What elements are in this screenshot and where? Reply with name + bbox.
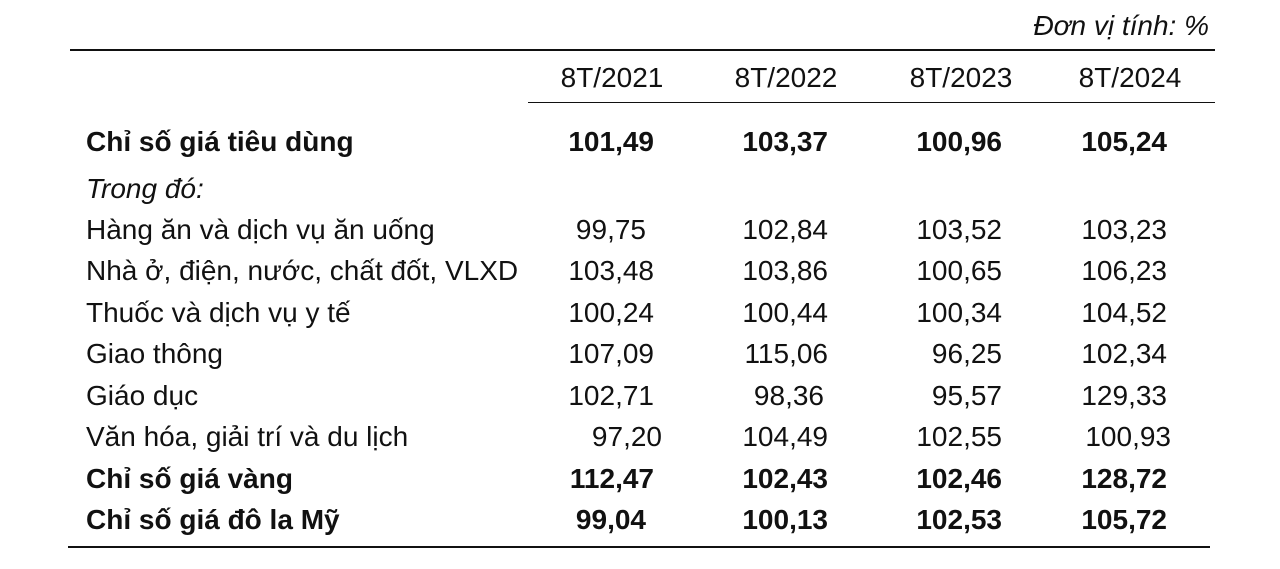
cell-8t2021: 99,75 (575, 214, 646, 245)
cell-8t2022: 104,49 (742, 421, 828, 452)
row-label: Chỉ số giá đô la Mỹ (86, 504, 340, 535)
cell-8t2023: 96,25 (931, 338, 1002, 369)
cell-8t2023: 100,34 (916, 297, 1002, 328)
column-header-8t2023: 8T/2023 (909, 62, 1013, 93)
cell-8t2022: 100,44 (742, 297, 828, 328)
cell-8t2021: 102,71 (568, 380, 654, 411)
cell-8t2022: 102,43 (742, 463, 828, 494)
cell-8t2023: 102,53 (916, 504, 1002, 535)
cell-8t2024: 103,23 (1081, 214, 1167, 245)
table-row-food: Hàng ăn và dịch vụ ăn uống 99,75 102,84 … (0, 209, 1280, 251)
cell-8t2022: 100,13 (742, 504, 828, 535)
row-label: Chỉ số giá tiêu dùng (86, 126, 354, 157)
cell-8t2023: 100,65 (916, 255, 1002, 286)
table-row-health: Thuốc và dịch vụ y tế 100,24 100,44 100,… (0, 292, 1280, 334)
row-label: Chỉ số giá vàng (86, 463, 293, 494)
cell-8t2024: 100,93 (1085, 421, 1171, 452)
row-label: Giáo dục (86, 380, 199, 411)
column-header-8t2022: 8T/2022 (734, 62, 838, 93)
cell-8t2024: 128,72 (1081, 463, 1167, 494)
cell-8t2023: 100,96 (916, 126, 1002, 157)
cell-8t2024: 102,34 (1081, 338, 1167, 369)
table-row-subheading: Trong đó: (0, 168, 1280, 210)
cell-8t2023: 102,55 (916, 421, 1002, 452)
cell-8t2021: 103,48 (568, 255, 654, 286)
cell-8t2021: 97,20 (591, 421, 662, 452)
row-label: Thuốc và dịch vụ y tế (86, 297, 351, 328)
table-row-cpi: Chỉ số giá tiêu dùng 101,49 103,37 100,9… (0, 121, 1280, 163)
table-bottom-rule (68, 546, 1210, 548)
cell-8t2021: 101,49 (568, 126, 654, 157)
column-header-8t2021: 8T/2021 (560, 62, 664, 93)
row-label: Trong đó: (86, 173, 204, 204)
table-row-education: Giáo dục 102,71 98,36 95,57 129,33 (0, 375, 1280, 417)
unit-note: Đơn vị tính: % (1033, 10, 1209, 41)
column-header-8t2024: 8T/2024 (1078, 62, 1182, 93)
row-label: Nhà ở, điện, nước, chất đốt, VLXD (86, 255, 519, 286)
cell-8t2024: 129,33 (1081, 380, 1167, 411)
cell-8t2022: 98,36 (753, 380, 824, 411)
cell-8t2021: 112,47 (569, 463, 654, 494)
row-label: Giao thông (86, 338, 223, 369)
row-label: Hàng ăn và dịch vụ ăn uống (86, 214, 435, 245)
table-row-usd: Chỉ số giá đô la Mỹ 99,04 100,13 102,53 … (0, 499, 1280, 541)
header-underline (528, 102, 1215, 103)
table-row-culture: Văn hóa, giải trí và du lịch 97,20 104,4… (0, 416, 1280, 458)
row-label: Văn hóa, giải trí và du lịch (86, 421, 409, 452)
cell-8t2021: 100,24 (568, 297, 654, 328)
cell-8t2024: 106,23 (1081, 255, 1167, 286)
cell-8t2023: 95,57 (931, 380, 1002, 411)
cell-8t2023: 103,52 (916, 214, 1002, 245)
table-row-transport: Giao thông 107,09 115,06 96,25 102,34 (0, 333, 1280, 375)
cell-8t2022: 103,86 (742, 255, 828, 286)
cell-8t2021: 99,04 (575, 504, 646, 535)
cell-8t2021: 107,09 (568, 338, 654, 369)
cell-8t2022: 115,06 (744, 338, 828, 369)
cell-8t2024: 105,24 (1081, 126, 1167, 157)
cell-8t2024: 105,72 (1081, 504, 1167, 535)
cell-8t2022: 102,84 (742, 214, 828, 245)
table-header-row: 8T/2021 8T/2022 8T/2023 8T/2024 (0, 58, 1280, 98)
cell-8t2023: 102,46 (916, 463, 1002, 494)
table-row-gold: Chỉ số giá vàng 112,47 102,43 102,46 128… (0, 458, 1280, 500)
table-top-rule (70, 49, 1215, 51)
table-row-housing: Nhà ở, điện, nước, chất đốt, VLXD 103,48… (0, 250, 1280, 292)
cell-8t2022: 103,37 (742, 126, 828, 157)
cell-8t2024: 104,52 (1081, 297, 1167, 328)
